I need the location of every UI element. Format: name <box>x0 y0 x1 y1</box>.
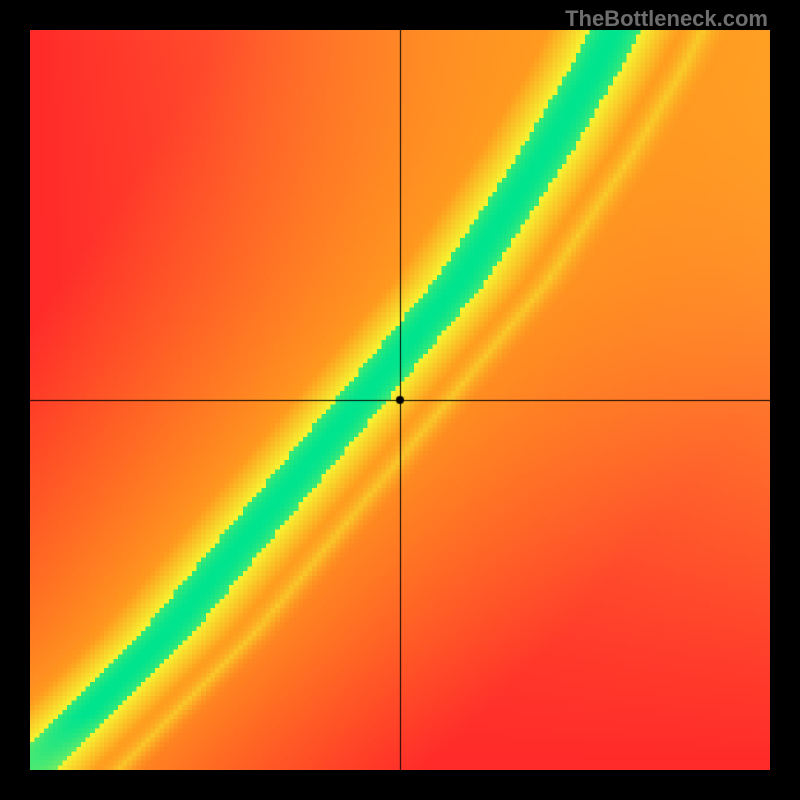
heatmap-canvas <box>30 30 770 770</box>
chart-container: TheBottleneck.com <box>0 0 800 800</box>
source-watermark: TheBottleneck.com <box>565 6 768 32</box>
